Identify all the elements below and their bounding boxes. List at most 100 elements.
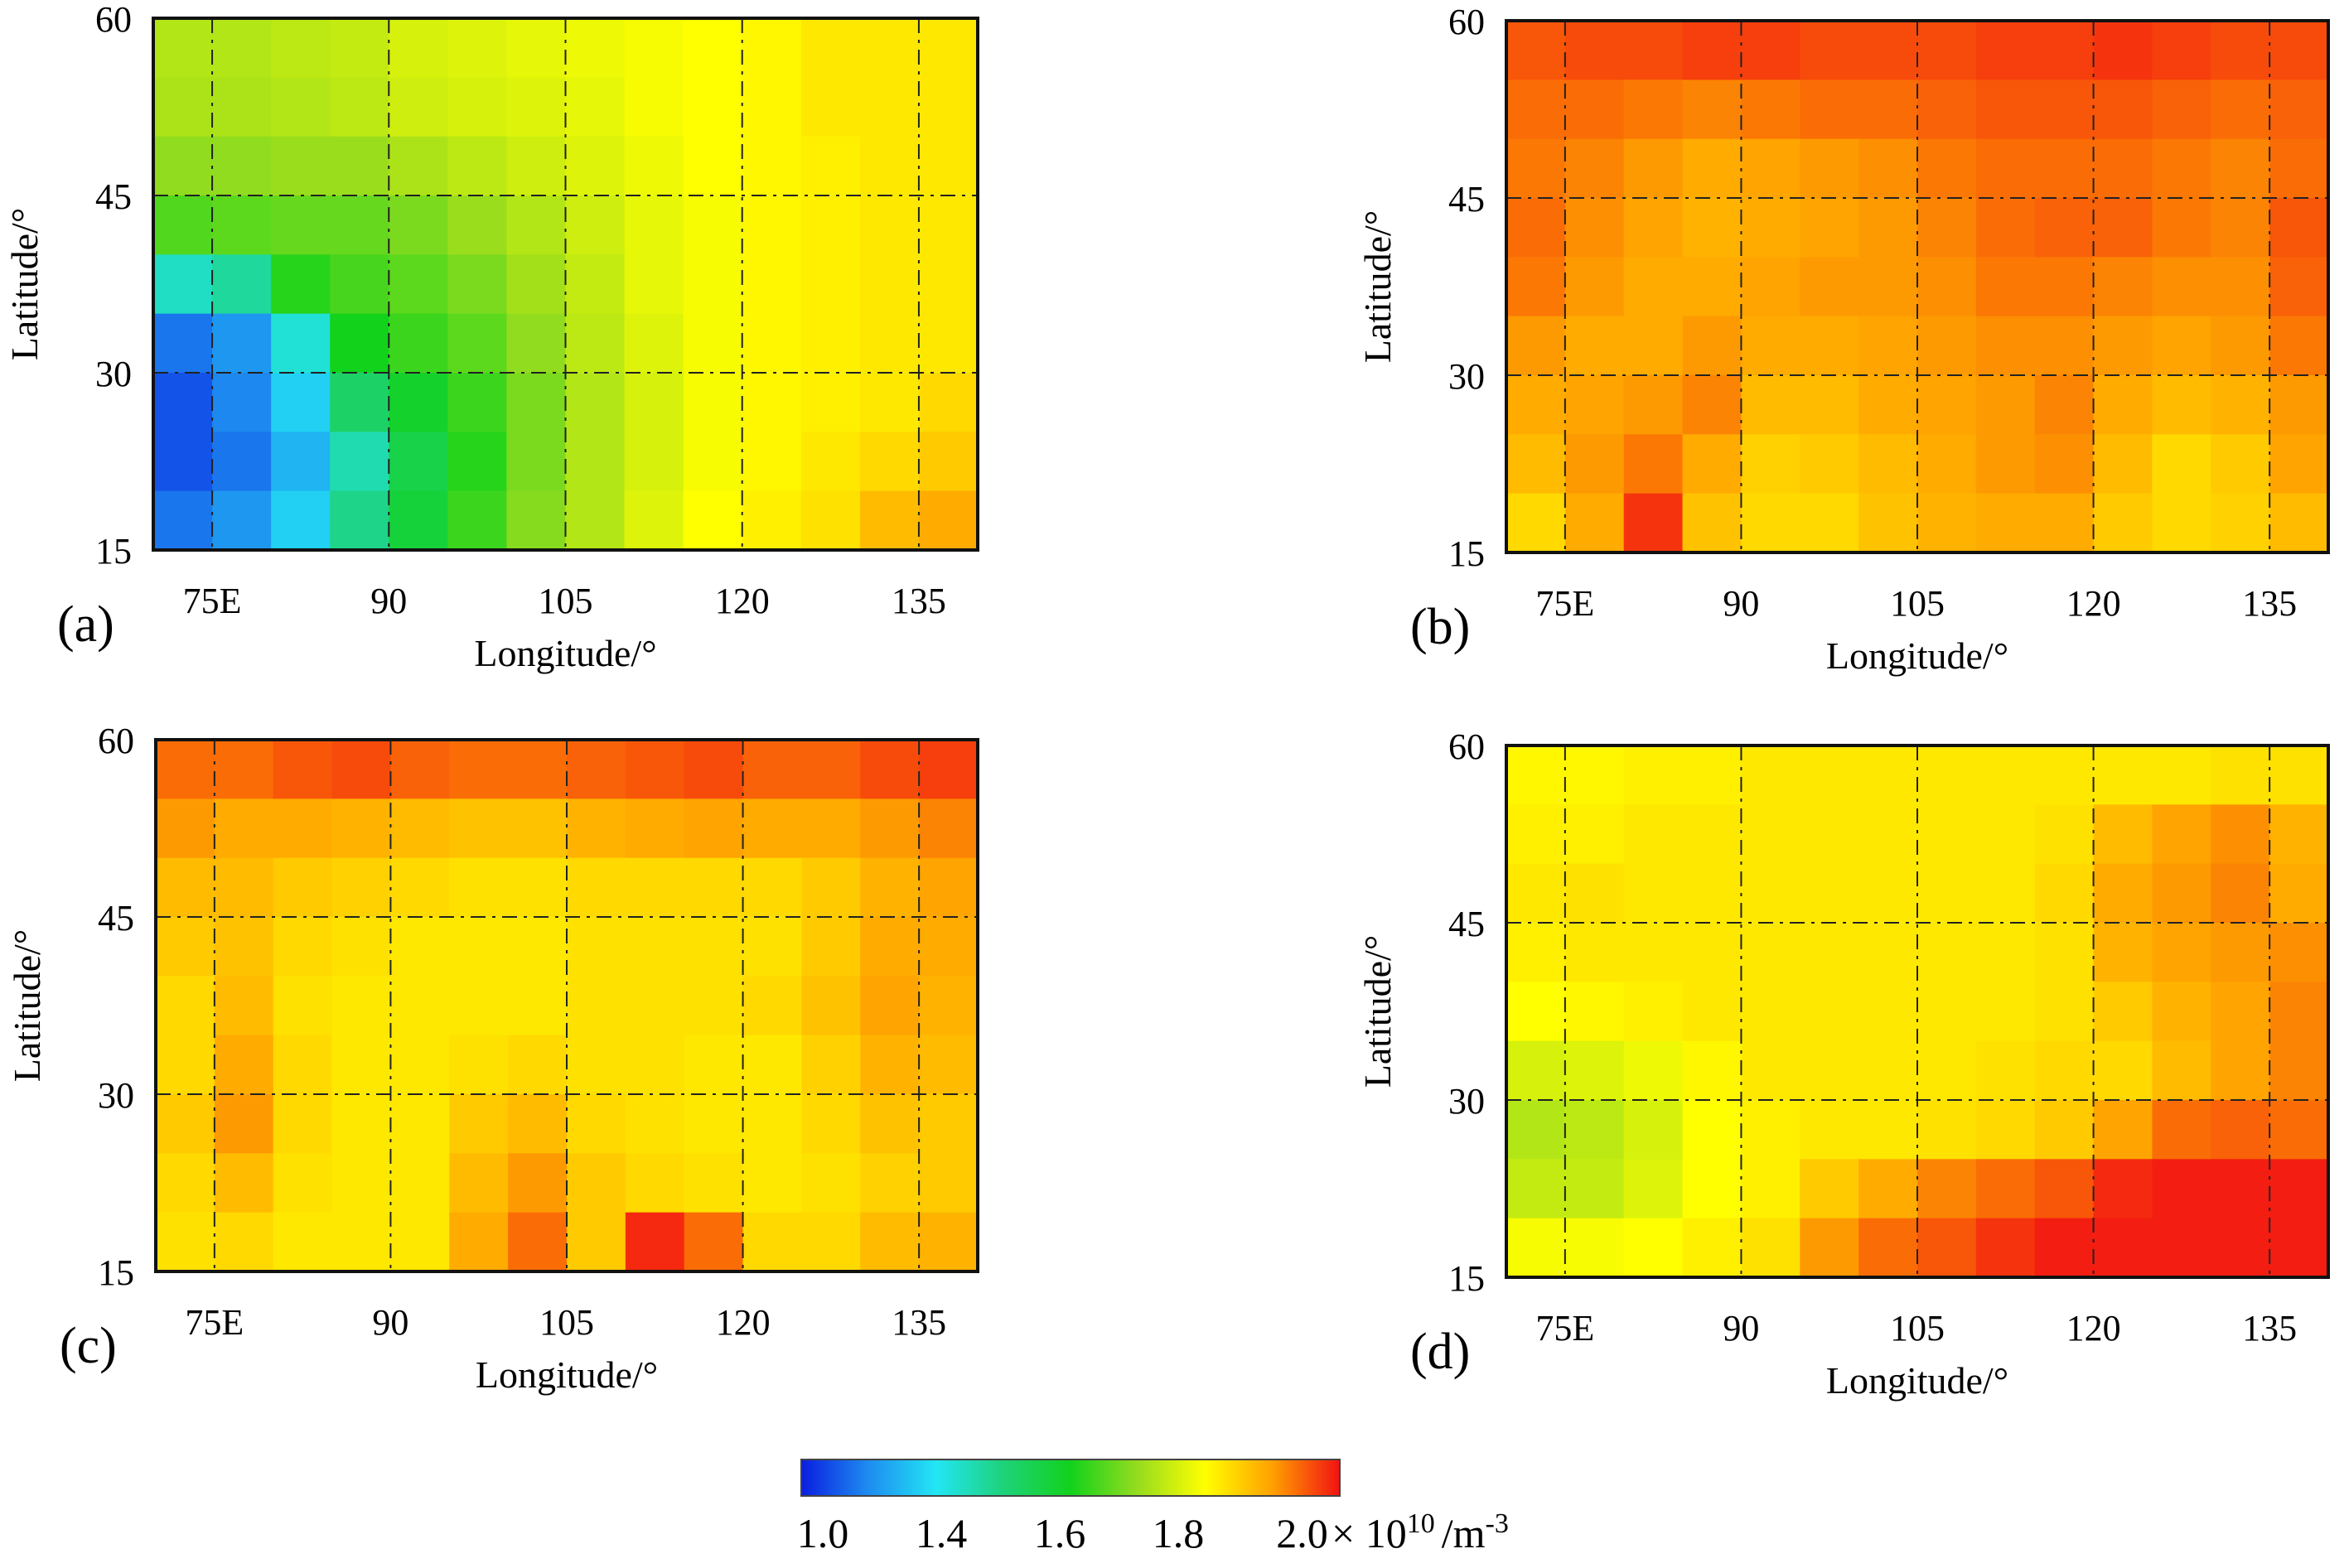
heatmap-cell: [742, 313, 802, 374]
heatmap-cell: [684, 917, 744, 977]
x-tick-label: 90: [1723, 583, 1759, 624]
heatmap-cell: [1564, 80, 1625, 140]
heatmap-cell: [565, 432, 626, 492]
heatmap-cell: [212, 77, 272, 138]
heatmap-cell: [1975, 1218, 2036, 1278]
heatmap-cell: [860, 1094, 920, 1155]
heatmap-cell: [331, 1035, 392, 1095]
heatmap-cell: [1506, 804, 1566, 865]
heatmap-cell: [1564, 1100, 1625, 1160]
heatmap-cell: [801, 1153, 862, 1213]
heatmap-cell: [1858, 745, 1918, 806]
heatmap-cell: [330, 432, 390, 492]
heatmap-cell: [801, 798, 862, 859]
heatmap-cell: [624, 432, 684, 492]
heatmap-cell: [271, 373, 331, 433]
heatmap-cell: [153, 136, 213, 196]
heatmap-cell: [860, 1035, 920, 1095]
colorbar-tick-label: 1.4: [916, 1510, 968, 1556]
heatmap-cell: [214, 798, 274, 859]
heatmap-cell: [2093, 982, 2153, 1042]
heatmap-cells: [1506, 21, 2329, 553]
heatmap-cell: [1741, 316, 1801, 376]
heatmap-cell: [214, 1094, 274, 1155]
heatmap-cell: [1975, 375, 2036, 436]
heatmap-cell: [1623, 138, 1684, 199]
heatmap-cell: [1741, 804, 1801, 865]
heatmap-cell: [2211, 982, 2270, 1042]
heatmap-cell: [449, 740, 509, 800]
y-tick-label: 45: [98, 898, 134, 938]
heatmap-cell: [1975, 1159, 2036, 1219]
heatmap-cell: [1917, 1040, 1977, 1101]
heatmap-cell: [390, 976, 451, 1036]
heatmap-cell: [156, 1035, 215, 1095]
heatmap-cell: [1682, 745, 1742, 806]
heatmap-cell: [2269, 745, 2329, 806]
heatmap-cell: [506, 136, 567, 196]
heatmap-cell: [212, 195, 272, 256]
heatmap-cell: [1564, 982, 1625, 1042]
heatmap-cell: [1682, 138, 1742, 199]
heatmap-cell: [2152, 316, 2212, 376]
heatmap-cell: [1506, 923, 1566, 983]
heatmap-cell: [918, 254, 979, 315]
heatmap-cell: [1858, 1218, 1918, 1278]
heatmap-cell: [567, 1035, 626, 1095]
heatmap-cell: [684, 1212, 744, 1272]
heatmap-cell: [1623, 434, 1684, 495]
colorbar: 1.0 1.4 1.6 1.8 2.0 × 1010/m-3: [797, 1459, 1509, 1556]
map-panel-b: 75E 90 105 120 135 60 45 30 15 Longitude/° Latitud…: [1356, 2, 2330, 677]
heatmap-cell: [153, 490, 213, 551]
heatmap-cell: [684, 1035, 744, 1095]
heatmap-cell: [2211, 1218, 2270, 1278]
heatmap-cell: [2269, 80, 2329, 140]
heatmap-cell: [330, 195, 390, 256]
heatmap-cell: [742, 857, 803, 918]
heatmap-cell: [2211, 80, 2270, 140]
heatmap-cell: [625, 976, 685, 1036]
heatmap-cell: [1741, 434, 1801, 495]
heatmap-cell: [2269, 923, 2329, 983]
heatmap-cell: [2152, 804, 2212, 865]
heatmap-cell: [331, 740, 392, 800]
heatmap-cell: [508, 1212, 568, 1272]
heatmap-cell: [506, 490, 567, 551]
heatmap-cell: [624, 313, 684, 374]
heatmap-cell: [156, 976, 215, 1036]
heatmap-cell: [331, 1212, 392, 1272]
heatmap-cell: [860, 976, 920, 1036]
x-tick-label: 105: [1890, 1308, 1945, 1348]
heatmap-cell: [390, 1153, 451, 1213]
heatmap-cell: [1564, 804, 1625, 865]
x-tick-label: 120: [2066, 583, 2121, 624]
heatmap-cell: [273, 1094, 333, 1155]
heatmap-cell: [330, 490, 390, 551]
heatmap-cell: [271, 77, 331, 138]
heatmap-cell: [800, 195, 861, 256]
heatmap-cell: [506, 254, 567, 315]
heatmap-cell: [390, 1212, 451, 1272]
heatmap-cell: [1858, 1040, 1918, 1101]
heatmap-cell: [2093, 493, 2153, 553]
heatmap-cell: [449, 1153, 509, 1213]
heatmap-cell: [212, 490, 272, 551]
heatmap-cell: [919, 1094, 979, 1155]
colorbar-unit: × 1010/m-3: [1332, 1508, 1509, 1557]
plot-frame: [152, 17, 979, 552]
heatmap-cell: [1800, 257, 1859, 317]
heatmap-cell: [153, 313, 213, 374]
heatmap-cell: [800, 254, 861, 315]
heatmap-cell: [565, 313, 626, 374]
heatmap-cell: [742, 254, 802, 315]
y-axis-title: Latitude/°: [3, 208, 46, 360]
heatmap-cell: [1917, 1218, 1977, 1278]
heatmap-cell: [624, 490, 684, 551]
heatmap-cell: [624, 18, 684, 79]
y-tick-label: 60: [1448, 726, 1485, 767]
heatmap-cell: [506, 77, 567, 138]
heatmap-cell: [859, 313, 920, 374]
y-axis-title: Latitude/°: [6, 929, 48, 1082]
heatmap-cell: [153, 195, 213, 256]
heatmap-cell: [800, 490, 861, 551]
